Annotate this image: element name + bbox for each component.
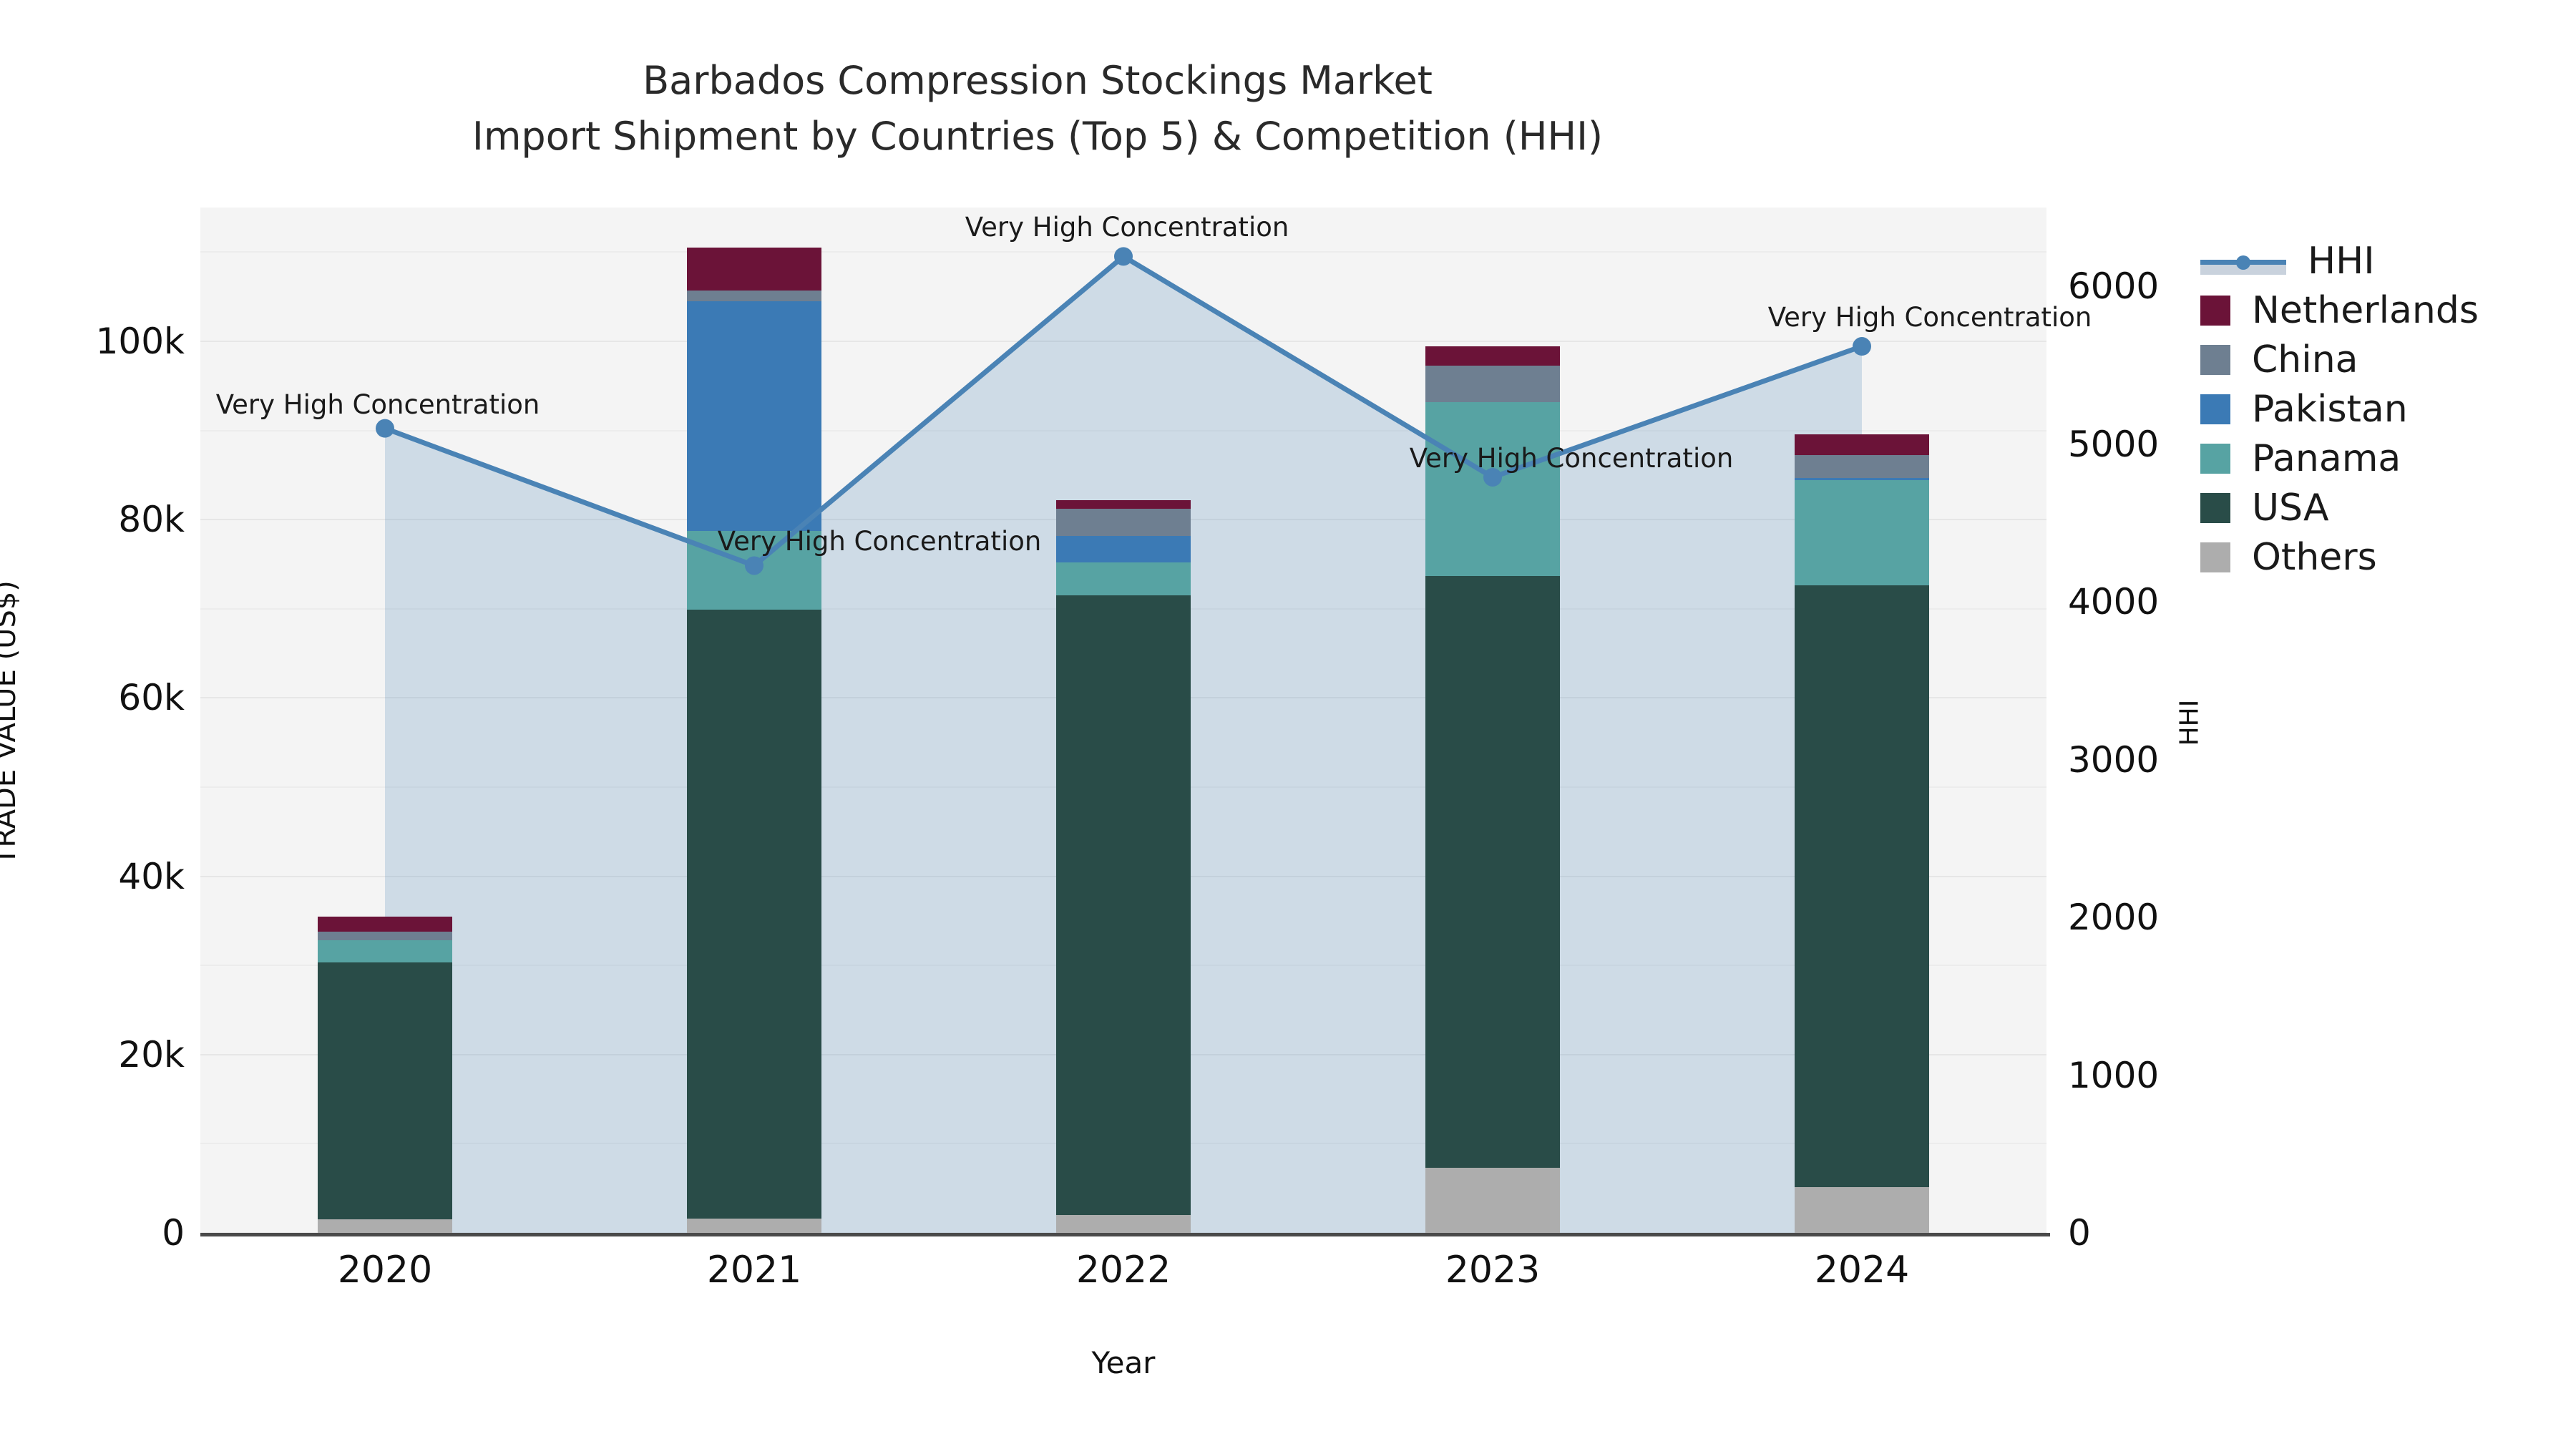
x-axis-label: Year (1091, 1345, 1156, 1380)
x-axis-tick-2023: 2023 (1445, 1249, 1541, 1292)
plot-inner (200, 208, 2046, 1234)
y-axis-left-tick: 80k (118, 499, 185, 541)
gridline (200, 340, 2046, 342)
legend-item-others[interactable]: Others (2200, 532, 2572, 582)
x-axis-tick-2022: 2022 (1075, 1249, 1171, 1292)
bar-segment-others-2021[interactable] (687, 1219, 821, 1233)
bar-stack-2021[interactable] (687, 208, 821, 1233)
y-axis-left: TRADE VALUE (US$) 0 20k 40k 60k 80k 100k (0, 0, 200, 1449)
legend-item-label: HHI (2308, 239, 2375, 283)
y-axis-right-tick: 1000 (2068, 1054, 2160, 1096)
bar-segment-usa-2021[interactable] (687, 610, 821, 1219)
bar-stack-2022[interactable] (1056, 208, 1191, 1233)
y-axis-right-tick: 5000 (2068, 423, 2160, 465)
bar-stack-2020[interactable] (318, 208, 452, 1233)
y-axis-right: 0 1000 2000 3000 4000 5000 6000 (2054, 0, 2268, 1449)
hhi-annotation-2024: Very High Concentration (1767, 302, 2092, 333)
bar-segment-usa-2023[interactable] (1425, 575, 1560, 1169)
bar-segment-panama-2024[interactable] (1795, 480, 1929, 586)
hhi-annotation-2023: Very High Concentration (1409, 442, 1734, 474)
bar-segment-others-2022[interactable] (1056, 1215, 1191, 1233)
legend-item-china[interactable]: China (2200, 335, 2572, 384)
bar-segment-others-2020[interactable] (318, 1219, 452, 1233)
chart-title: Barbados Compression Stockings Market Im… (0, 53, 2075, 165)
y-axis-right-label: HHI (2175, 699, 2205, 746)
bar-segment-pakistan-2024[interactable] (1795, 477, 1929, 481)
bar-segment-pakistan-2022[interactable] (1056, 535, 1191, 562)
y-axis-right-tick: 0 (2068, 1212, 2091, 1254)
hhi-marker-2021[interactable] (745, 556, 763, 575)
legend-item-label: Pakistan (2252, 387, 2408, 431)
legend-item-usa[interactable]: USA (2200, 483, 2572, 532)
bar-segment-china-2021[interactable] (687, 290, 821, 301)
legend-swatch-icon (2200, 492, 2230, 523)
bar-segment-china-2020[interactable] (318, 931, 452, 941)
legend-item-label: USA (2252, 486, 2329, 530)
y-axis-left-tick: 20k (118, 1033, 185, 1075)
x-axis-tick-2020: 2020 (337, 1249, 433, 1292)
legend-swatch-icon (2200, 344, 2230, 375)
y-axis-left-label: TRADE VALUE (US$) (0, 580, 22, 865)
bar-segment-china-2022[interactable] (1056, 509, 1191, 536)
gridline (200, 429, 2046, 431)
legend-item-label: Panama (2252, 436, 2401, 480)
bar-segment-netherlands-2021[interactable] (687, 248, 821, 291)
bar-segment-netherlands-2020[interactable] (318, 916, 452, 932)
x-axis-tick-2021: 2021 (706, 1249, 802, 1292)
y-axis-right-tick: 4000 (2068, 581, 2160, 623)
y-axis-left-tick: 60k (118, 677, 185, 719)
bar-segment-usa-2020[interactable] (318, 962, 452, 1220)
legend-item-label: Netherlands (2252, 288, 2479, 332)
x-axis-tick-2024: 2024 (1814, 1249, 1910, 1292)
legend-item-label: China (2252, 338, 2358, 381)
legend-item-label: Others (2252, 535, 2377, 579)
hhi-annotation-2020: Very High Concentration (215, 389, 540, 420)
y-axis-right-tick: 3000 (2068, 738, 2160, 781)
bar-segment-usa-2022[interactable] (1056, 595, 1191, 1216)
bar-segment-netherlands-2023[interactable] (1425, 346, 1560, 366)
bar-segment-others-2024[interactable] (1795, 1187, 1929, 1233)
hhi-marker-2020[interactable] (376, 419, 394, 438)
legend-item-hhi[interactable]: HHI (2200, 236, 2572, 286)
y-axis-left-tick: 0 (162, 1212, 185, 1254)
chart-title-line-2: Import Shipment by Countries (Top 5) & C… (472, 114, 1604, 160)
bar-segment-panama-2020[interactable] (318, 940, 452, 963)
bar-stack-2024[interactable] (1795, 208, 1929, 1233)
legend-swatch-icon (2200, 295, 2230, 326)
hhi-marker-2022[interactable] (1114, 247, 1133, 266)
legend-swatch-icon (2200, 394, 2230, 424)
hhi-marker-2024[interactable] (1853, 337, 1871, 356)
y-axis-left-tick: 40k (118, 855, 185, 897)
bar-segment-china-2023[interactable] (1425, 365, 1560, 402)
bar-segment-netherlands-2022[interactable] (1056, 499, 1191, 509)
legend-swatch-icon (2200, 542, 2230, 572)
legend: HHI Netherlands China Pakistan Panama USA Othe… (2200, 236, 2572, 582)
legend-swatch-icon (2200, 443, 2230, 474)
hhi-marker-2023[interactable] (1483, 467, 1502, 487)
y-axis-left-tick: 100k (95, 320, 185, 362)
hhi-annotation-2022: Very High Concentration (965, 212, 1289, 243)
hhi-annotation-2021: Very High Concentration (717, 526, 1042, 557)
bar-segment-panama-2023[interactable] (1425, 401, 1560, 576)
legend-item-pakistan[interactable]: Pakistan (2200, 384, 2572, 434)
y-axis-right-tick: 2000 (2068, 897, 2160, 939)
x-axis-line (200, 1233, 2050, 1236)
legend-item-netherlands[interactable]: Netherlands (2200, 286, 2572, 335)
hhi-line[interactable] (200, 208, 2046, 1233)
bar-segment-usa-2024[interactable] (1795, 585, 1929, 1188)
bar-segment-china-2024[interactable] (1795, 455, 1929, 478)
legend-line-marker-icon (2200, 246, 2286, 276)
bar-segment-others-2023[interactable] (1425, 1168, 1560, 1233)
legend-item-panama[interactable]: Panama (2200, 434, 2572, 483)
bar-segment-panama-2022[interactable] (1056, 562, 1191, 596)
y-axis-right-tick: 6000 (2068, 265, 2160, 308)
bar-segment-netherlands-2024[interactable] (1795, 434, 1929, 456)
plot-area (200, 208, 2046, 1234)
chart-title-line-1: Barbados Compression Stockings Market (643, 58, 1433, 103)
bar-segment-pakistan-2021[interactable] (687, 301, 821, 532)
bar-stack-2023[interactable] (1425, 208, 1560, 1233)
